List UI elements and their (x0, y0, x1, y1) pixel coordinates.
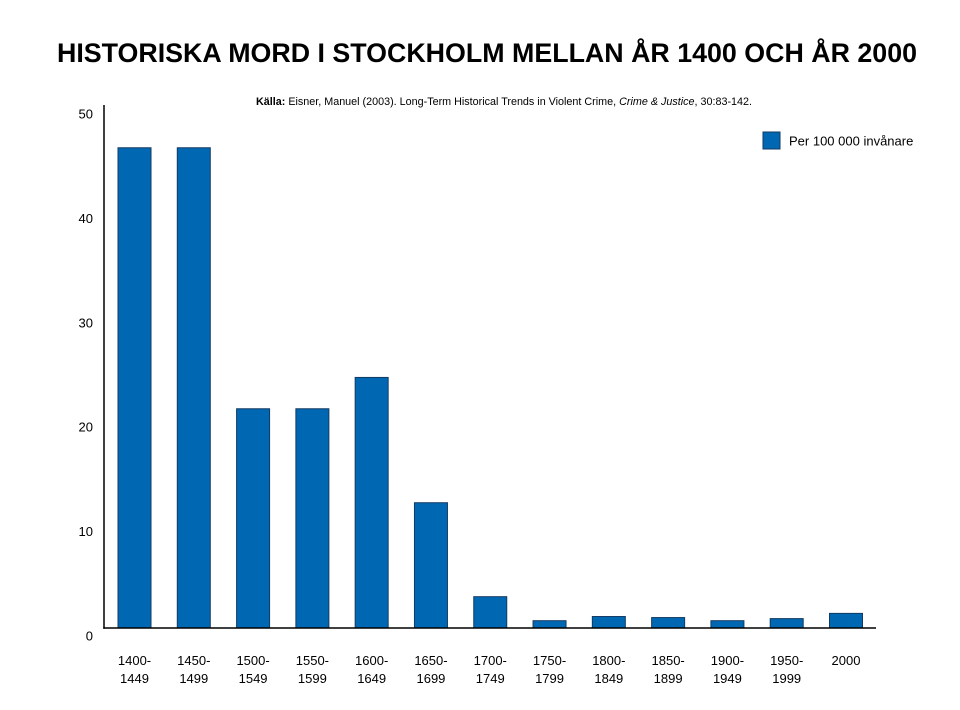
x-tick-label-1950-1999: 1950- 1999 (770, 653, 803, 686)
x-tick-label-1450-1499: 1450- 1499 (177, 653, 210, 686)
source-reference: Eisner, Manuel (2003). Long-Term Histori… (288, 96, 616, 108)
x-tick-label-line: 1800- (592, 653, 625, 668)
x-tick-label-line: 1600- (355, 653, 388, 668)
x-tick-label-1600-1649: 1600- 1649 (355, 653, 388, 686)
x-tick-label-line: 1649 (357, 671, 386, 686)
y-tick-label-50: 50 (79, 107, 93, 122)
bar-1800-1849 (591, 616, 626, 629)
bar-1850-1899 (651, 617, 686, 629)
x-tick-label-line: 1699 (416, 671, 445, 686)
x-tick-label-line: 1750- (533, 653, 566, 668)
y-tick-label-0: 0 (86, 629, 93, 644)
x-tick-label-line: 1799 (535, 671, 564, 686)
x-tick-label-line: 1599 (298, 671, 327, 686)
y-tick-label-30: 30 (79, 315, 93, 330)
x-tick-label-1650-1699: 1650- 1699 (414, 653, 447, 686)
x-tick-label-line: 1550- (296, 653, 329, 668)
x-tick-label-1400-1449: 1400- 1449 (118, 653, 151, 686)
x-tick-label-1800-1849: 1800- 1849 (592, 653, 625, 686)
legend-label: Per 100 000 invånare (789, 134, 913, 149)
x-tick-label-line: 1499 (179, 671, 208, 686)
source-citation: Källa: Eisner, Manuel (2003). Long-Term … (256, 96, 752, 108)
x-tick-label-line: 1400- (118, 653, 151, 668)
x-tick-label-line: 1850- (652, 653, 685, 668)
x-tick-label-line: 1900- (711, 653, 744, 668)
x-tick-label-2000: 2000 (832, 653, 861, 668)
bar-1500-1549 (236, 408, 271, 629)
chart-title: HISTORISKA MORD I STOCKHOLM MELLAN ÅR 14… (57, 38, 917, 68)
bars (117, 147, 863, 629)
x-tick-label-line: 1950- (770, 653, 803, 668)
x-tick-label-line: 1549 (239, 671, 268, 686)
x-tick-label-line: 1899 (654, 671, 683, 686)
bar-1600-1649 (354, 376, 389, 629)
x-axis-tick-labels: 1400- 1449 1450- 1499 1500- 1549 1550- 1599 1600… (118, 653, 861, 686)
y-tick-label-20: 20 (79, 420, 93, 435)
bar-1550-1599 (295, 408, 330, 629)
legend-swatch (762, 131, 781, 150)
bar-1950-1999 (769, 618, 804, 629)
x-tick-label-1700-1749: 1700- 1749 (474, 653, 507, 686)
x-tick-label-line: 1849 (594, 671, 623, 686)
x-tick-label-line: 1949 (713, 671, 742, 686)
bar-1900-1949 (710, 620, 745, 629)
bar-1750-1799 (532, 620, 567, 629)
x-tick-label-line: 1500- (236, 653, 269, 668)
bar-1650-1699 (413, 502, 448, 629)
x-tick-label-line: 1650- (414, 653, 447, 668)
bar-1700-1749 (473, 596, 508, 629)
x-tick-label-line: 1749 (476, 671, 505, 686)
x-tick-label-1550-1599: 1550- 1599 (296, 653, 329, 686)
source-label: Källa: (256, 96, 285, 108)
x-tick-label-1850-1899: 1850- 1899 (652, 653, 685, 686)
x-tick-label-1750-1799: 1750- 1799 (533, 653, 566, 686)
x-tick-label-line: 1700- (474, 653, 507, 668)
x-tick-label-1900-1949: 1900- 1949 (711, 653, 744, 686)
y-tick-label-10: 10 (79, 524, 93, 539)
x-tick-label-line: 1450- (177, 653, 210, 668)
bar-1450-1499 (176, 147, 211, 629)
legend: Per 100 000 invånare (762, 131, 913, 150)
x-tick-label-line: 2000 (832, 653, 861, 668)
y-tick-label-40: 40 (79, 211, 93, 226)
x-tick-label-line: 1449 (120, 671, 149, 686)
x-tick-label-line: 1999 (772, 671, 801, 686)
y-axis-tick-labels: 0 10 20 30 40 50 (79, 107, 93, 644)
source-journal: Crime & Justice (619, 96, 694, 108)
bar-2000 (829, 612, 863, 629)
source-pages: , 30:83-142. (695, 96, 752, 108)
bar-1400-1449 (117, 147, 152, 629)
x-tick-label-1500-1549: 1500- 1549 (236, 653, 269, 686)
